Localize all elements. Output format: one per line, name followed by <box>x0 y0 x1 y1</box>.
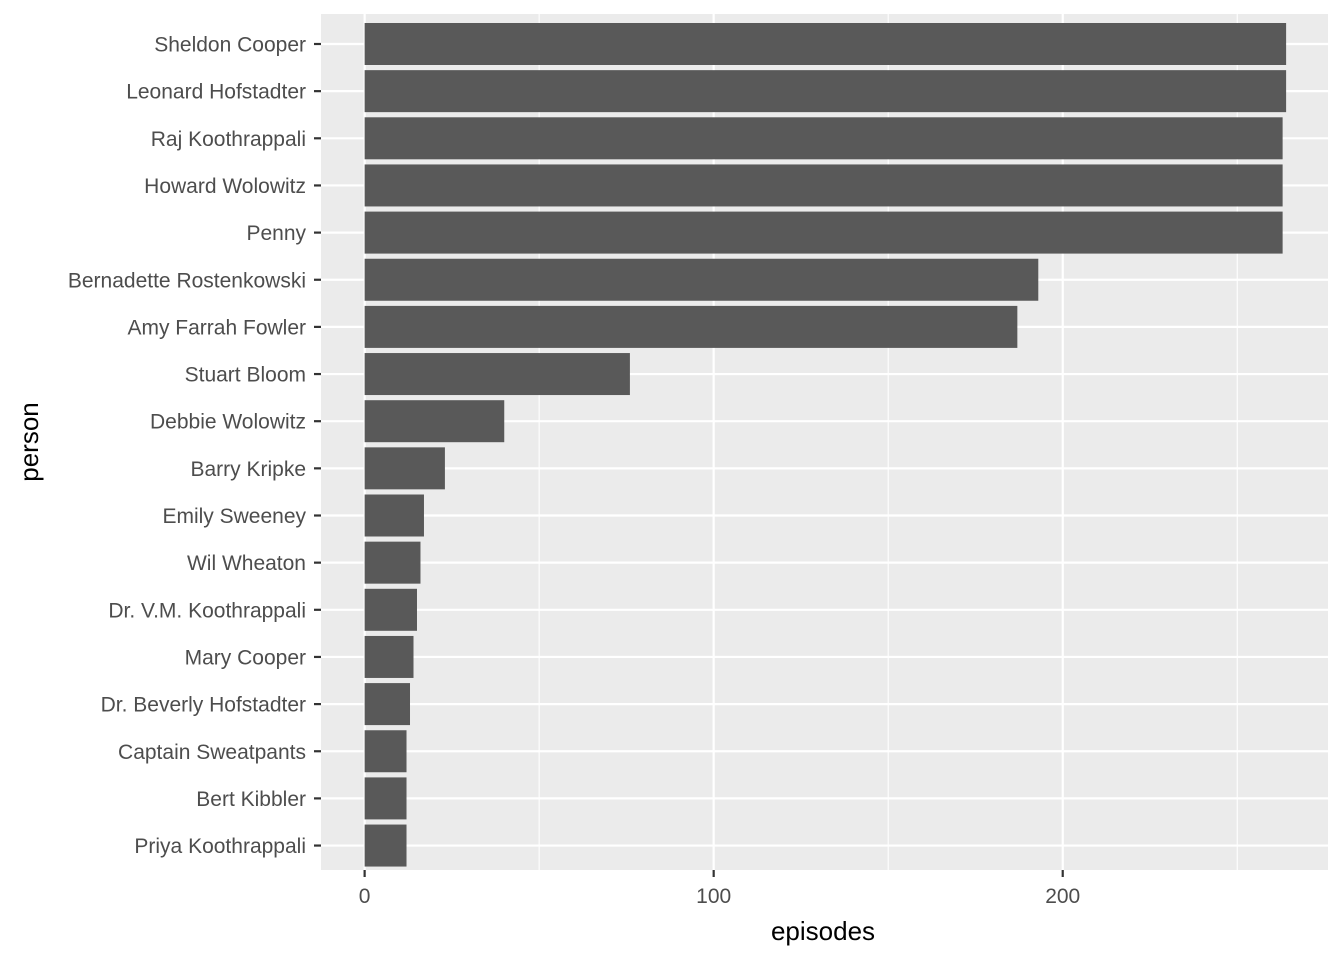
x-tick-label: 100 <box>696 885 731 908</box>
bar <box>364 777 407 820</box>
y-tick-label: Penny <box>246 222 306 245</box>
y-tick-label: Emily Sweeney <box>162 505 306 528</box>
y-tick-label: Debbie Wolowitz <box>150 411 306 434</box>
x-tick-label: 200 <box>1045 885 1080 908</box>
y-axis-title: person <box>14 402 44 482</box>
y-tick-label: Dr. Beverly Hofstadter <box>101 694 306 717</box>
y-tick-label: Sheldon Cooper <box>154 34 306 57</box>
bar <box>364 305 1018 348</box>
y-tick-label: Mary Cooper <box>185 646 306 669</box>
bar <box>364 730 407 773</box>
x-axis-title: episodes <box>771 916 875 946</box>
y-tick-label: Howard Wolowitz <box>144 175 306 198</box>
x-axis: 0 100 200 <box>359 870 1080 908</box>
bar <box>364 824 407 867</box>
y-tick-label: Leonard Hofstadter <box>126 81 306 104</box>
bars <box>364 23 1287 867</box>
bar <box>364 70 1287 113</box>
y-tick-label: Barry Kripke <box>190 458 306 481</box>
bar <box>364 400 505 443</box>
y-tick-label: Amy Farrah Fowler <box>127 316 306 339</box>
bar <box>364 588 417 631</box>
bar <box>364 541 421 584</box>
y-tick-label: Wil Wheaton <box>187 552 306 575</box>
x-tick-label: 0 <box>359 885 371 908</box>
bar <box>364 258 1039 301</box>
y-tick-label: Raj Koothrappali <box>151 128 306 151</box>
y-tick-label: Bernadette Rostenkowski <box>68 269 306 292</box>
y-tick-label: Captain Sweatpants <box>118 741 306 764</box>
y-axis: Sheldon Cooper Leonard Hofstadter Raj Koot… <box>68 34 321 858</box>
bar <box>364 635 414 678</box>
bar <box>364 164 1283 207</box>
bar <box>364 447 445 490</box>
bar <box>364 494 424 537</box>
bar <box>364 211 1283 254</box>
y-tick-label: Stuart Bloom <box>185 364 306 387</box>
bar <box>364 117 1283 160</box>
y-tick-label: Priya Koothrappali <box>134 835 306 858</box>
bar <box>364 23 1287 65</box>
y-tick-label: Bert Kibbler <box>196 788 306 811</box>
bar <box>364 353 630 396</box>
y-tick-label: Dr. V.M. Koothrappali <box>108 599 306 622</box>
bar <box>364 683 411 726</box>
